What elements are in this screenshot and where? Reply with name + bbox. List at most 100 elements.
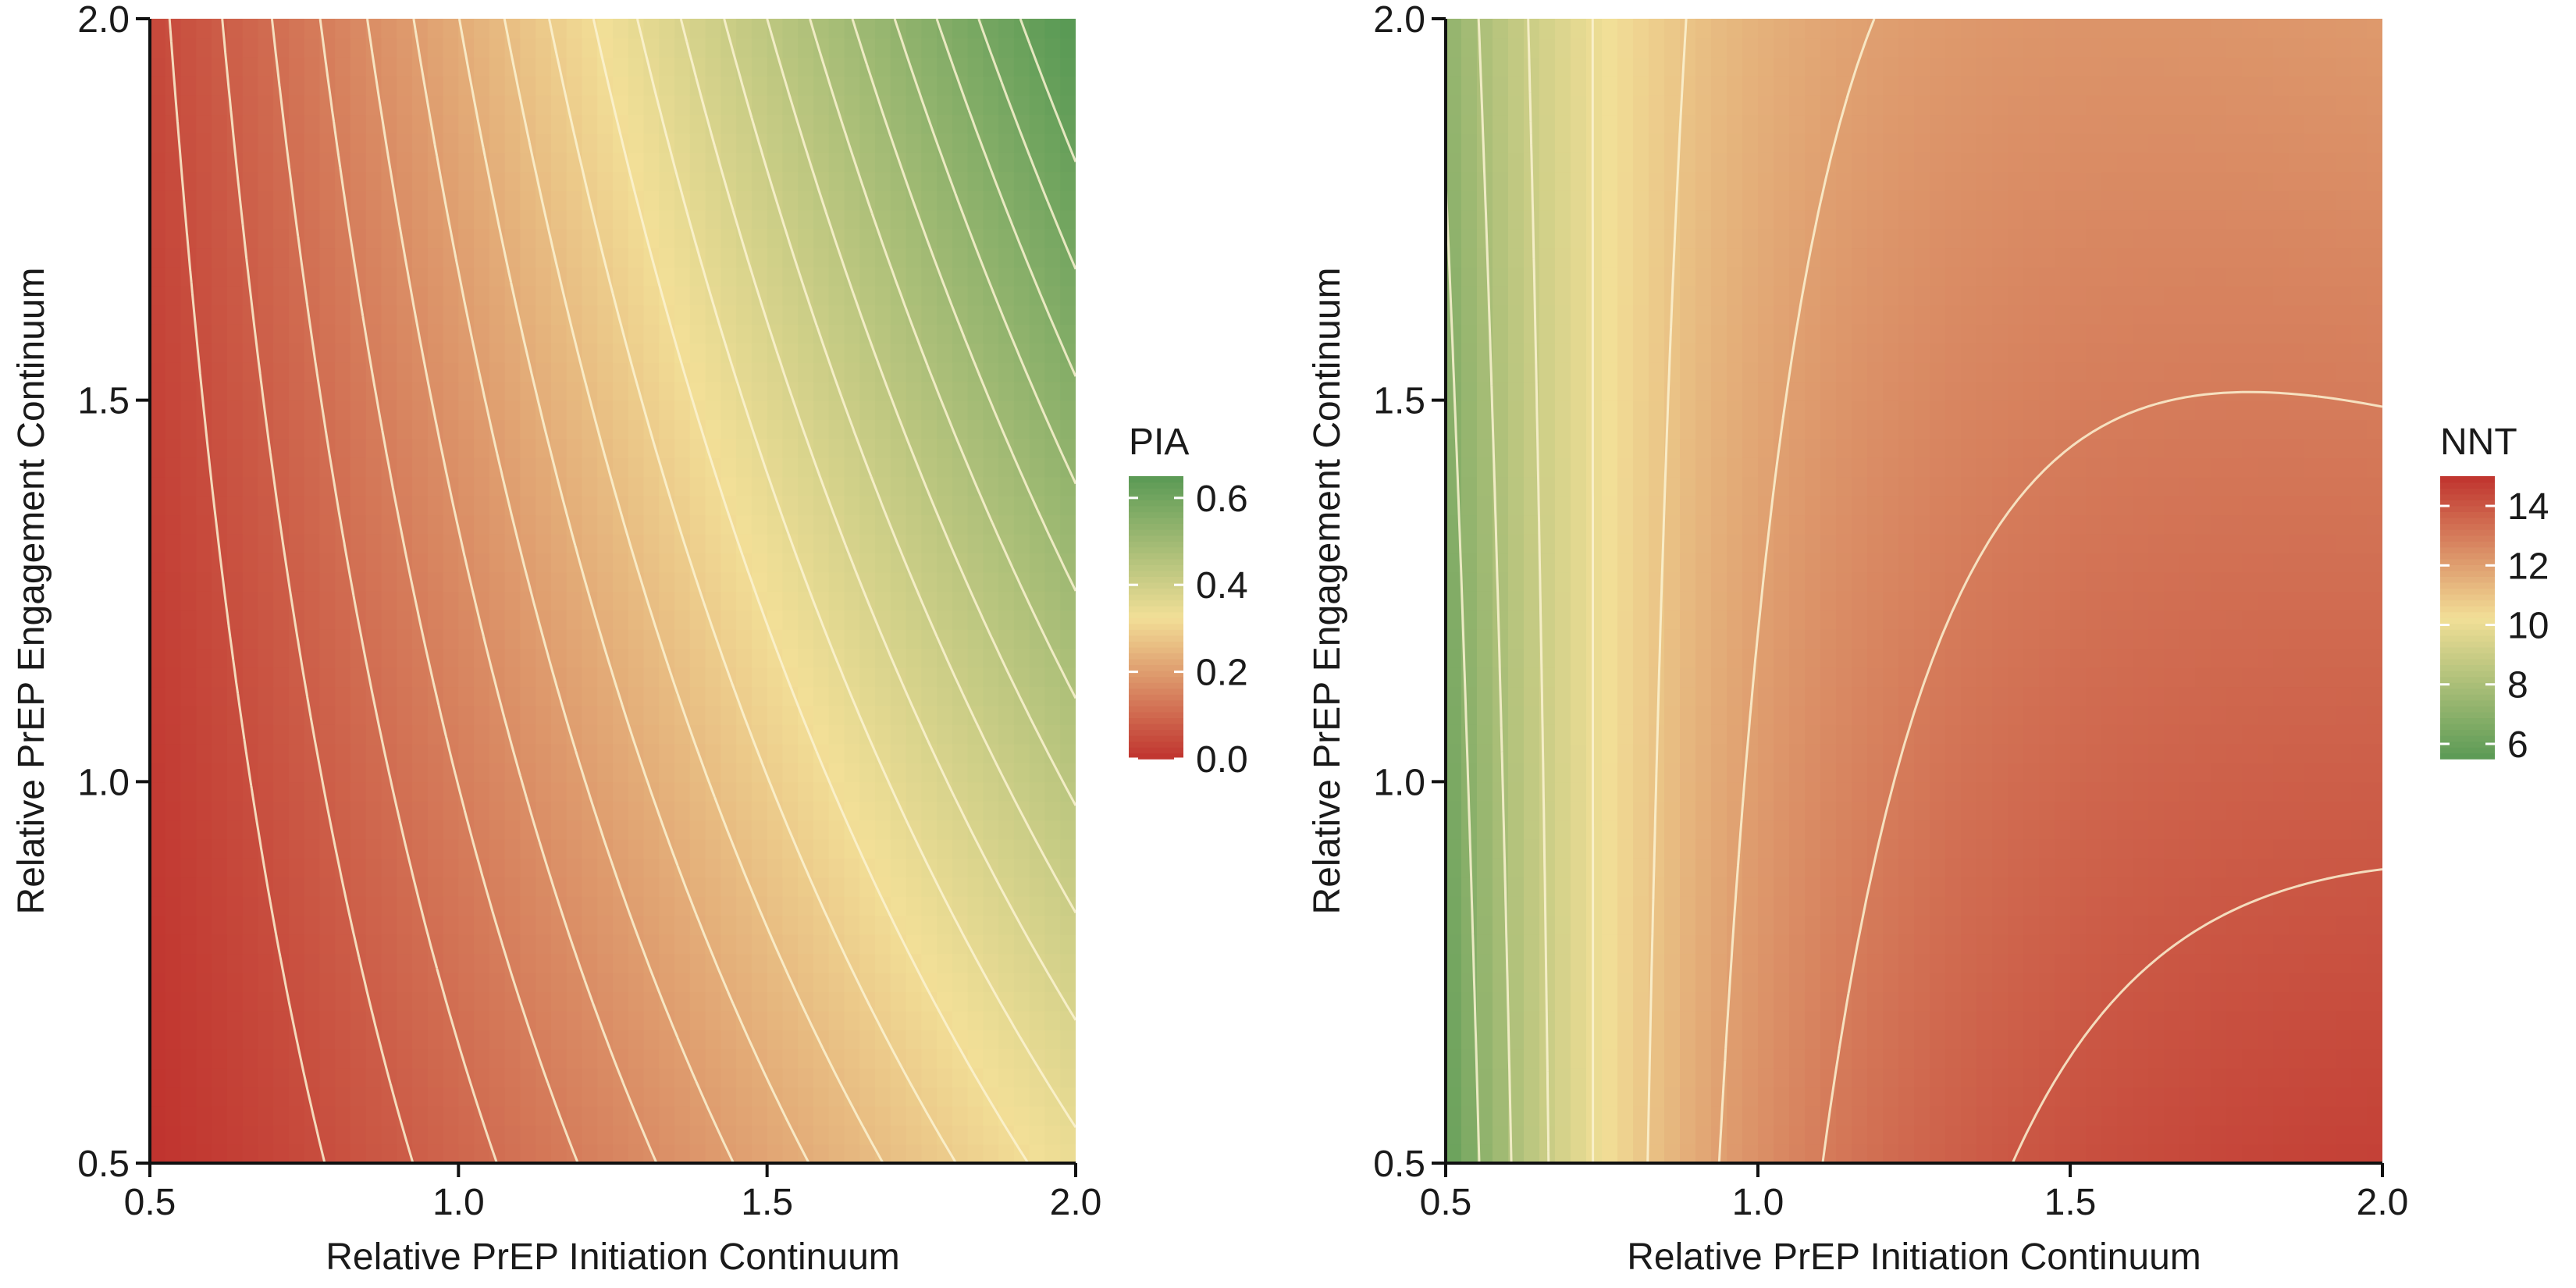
pia-heatmap-cell	[550, 400, 568, 420]
nnt-heatmap-cell	[1742, 571, 1759, 592]
nnt-heatmap-cell	[1727, 553, 1743, 573]
pia-heatmap-cell	[550, 1125, 568, 1145]
pia-heatmap-cell	[150, 762, 166, 783]
nnt-heatmap-cell	[1758, 934, 1774, 955]
nnt-heatmap-cell	[1586, 495, 1603, 516]
pia-heatmap-cell	[674, 1067, 691, 1088]
pia-heatmap-cell	[674, 820, 691, 840]
nnt-heatmap-cell	[1539, 152, 1556, 173]
pia-heatmap-cell	[937, 1125, 953, 1145]
nnt-heatmap-cell	[1461, 1144, 1478, 1163]
pia-heatmap-cell	[150, 343, 166, 363]
pia-heatmap-cell	[1029, 705, 1046, 725]
pia-heatmap-cell	[998, 895, 1015, 916]
pia-heatmap-cell	[180, 762, 197, 783]
pia-heatmap-cell	[998, 1029, 1015, 1050]
pia-heatmap-cell	[720, 762, 738, 783]
nnt-heatmap-cell	[1508, 133, 1525, 153]
pia-heatmap-cell	[196, 953, 212, 973]
pia-heatmap-cell	[674, 343, 691, 363]
nnt-heatmap-cell	[1555, 419, 1571, 439]
pia-heatmap-cell	[828, 171, 845, 191]
nnt-heatmap-cell	[1711, 304, 1727, 325]
pia-heatmap-cell	[890, 94, 907, 116]
pia-heatmap-cell	[1013, 323, 1030, 344]
nnt-heatmap-cell	[1461, 762, 1478, 783]
nnt-heatmap-cell	[1758, 686, 1774, 706]
nnt-heatmap-cell	[1555, 667, 1571, 688]
pia-heatmap-cell	[952, 514, 969, 535]
nnt-heatmap-cell	[1539, 762, 1556, 783]
pia-heatmap-cell	[381, 858, 398, 878]
pia-heatmap-cell	[520, 304, 537, 325]
pia-heatmap-cell	[520, 648, 537, 668]
nnt-heatmap-cell	[1758, 762, 1774, 783]
pia-heatmap-cell	[520, 743, 537, 763]
pia-heatmap-cell	[1013, 781, 1030, 802]
pia-heatmap-cell	[258, 171, 275, 191]
nnt-heatmap-cell	[1711, 381, 1727, 401]
pia-heatmap-cell	[535, 934, 552, 955]
pia-heatmap-cell	[628, 438, 645, 458]
pia-heatmap-cell	[365, 76, 382, 96]
pia-heatmap-cell	[212, 343, 228, 363]
pia-heatmap-cell	[659, 781, 675, 802]
pia-heatmap-cell	[736, 800, 753, 821]
nnt-heatmap-cell	[1617, 361, 1634, 382]
nnt-heatmap-cell	[1680, 686, 1696, 706]
nnt-heatmap-cell	[1446, 438, 1462, 458]
pia-heatmap-cell	[875, 171, 891, 191]
pia-heatmap-cell	[890, 686, 907, 706]
pia-heatmap-cell	[443, 877, 460, 897]
pia-heatmap-cell	[767, 247, 784, 268]
pia-heatmap-cell	[906, 114, 923, 134]
pia-heatmap-cell	[335, 361, 351, 382]
nnt-heatmap-cell	[1711, 820, 1727, 840]
pia-heatmap-cell	[381, 514, 398, 535]
pia-heatmap-cell	[720, 533, 738, 554]
pia-heatmap-cell	[659, 934, 675, 955]
pia-heatmap-cell	[643, 1105, 660, 1126]
pia-heatmap-cell	[720, 76, 738, 96]
pia-heatmap-cell	[875, 1029, 891, 1050]
pia-contour-line	[766, 19, 1076, 806]
pia-heatmap-cell	[767, 438, 784, 458]
pia-heatmap-cell	[381, 877, 398, 897]
pia-heatmap-cell	[782, 76, 799, 96]
pia-heatmap-cell	[798, 1087, 814, 1107]
pia-heatmap-cell	[720, 152, 738, 173]
pia-heatmap-cell	[782, 1144, 799, 1163]
pia-heatmap-cell	[643, 190, 660, 211]
pia-heatmap-cell	[798, 37, 814, 58]
nnt-heatmap-cell	[1711, 934, 1727, 955]
nnt-heatmap-cell	[1758, 743, 1774, 763]
pia-heatmap-cell	[890, 171, 907, 191]
pia-heatmap-cell	[566, 571, 583, 592]
pia-heatmap-cell	[613, 1087, 629, 1107]
pia-heatmap-cell	[782, 1087, 799, 1107]
pia-heatmap-cell	[1013, 171, 1030, 191]
pia-heatmap-cell	[983, 1029, 1000, 1050]
pia-heatmap-cell	[674, 667, 691, 688]
pia-heatmap-cell	[844, 991, 861, 1012]
pia-heatmap-cell	[381, 133, 398, 153]
pia-heatmap-cell	[998, 419, 1015, 439]
nnt-heatmap-cell	[1680, 858, 1696, 878]
pia-heatmap-cell	[597, 400, 614, 420]
pia-heatmap-cell	[674, 838, 691, 859]
pia-heatmap-cell	[720, 1087, 738, 1107]
pia-heatmap-cell	[350, 1144, 367, 1163]
pia-heatmap-cell	[474, 743, 490, 763]
nnt-heatmap-cell	[1617, 1048, 1634, 1069]
nnt-heatmap-cell	[1555, 858, 1571, 878]
pia-heatmap-cell	[859, 781, 876, 802]
pia-heatmap-cell	[1013, 762, 1030, 783]
nnt-heatmap-cell	[1695, 304, 1712, 325]
pia-heatmap-cell	[150, 266, 166, 286]
nnt-heatmap-cell	[1493, 1048, 1509, 1069]
nnt-heatmap-cell	[1508, 553, 1525, 573]
pia-heatmap-cell	[597, 858, 614, 878]
nnt-heatmap-cell	[1461, 76, 1478, 96]
pia-heatmap-cell	[412, 1010, 429, 1030]
pia-heatmap-cell	[180, 476, 197, 496]
